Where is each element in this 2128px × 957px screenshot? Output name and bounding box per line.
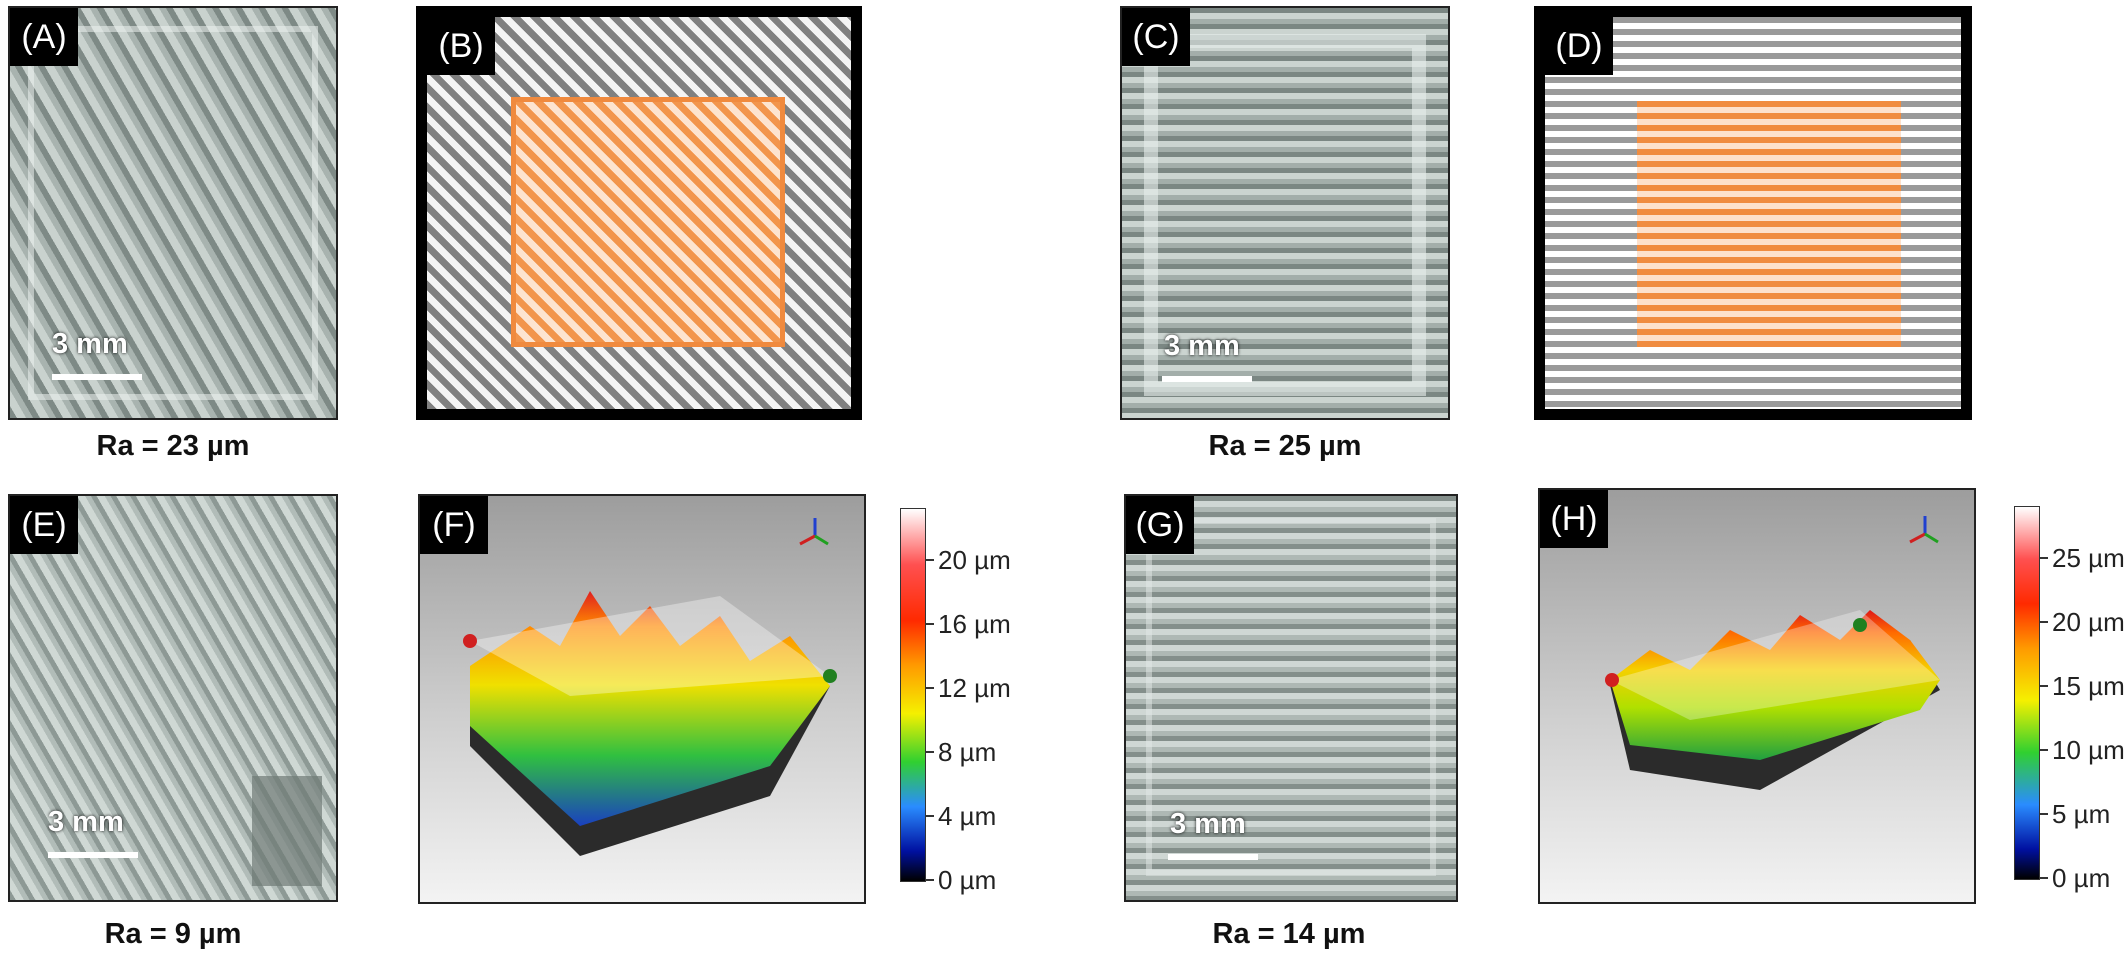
marker-point: [1605, 673, 1619, 687]
colorbar-tick-label: 25 µm: [2052, 543, 2125, 573]
colorbar-tick: [926, 623, 934, 625]
panel-label: (E): [10, 496, 78, 554]
colorbar-tick-label: 15 µm: [2052, 671, 2125, 701]
panel-f-3d-profile: (F): [418, 494, 866, 904]
panel-label: (C): [1122, 8, 1190, 66]
colorbar-tick: [926, 879, 934, 881]
colorbar-tick-label: 16 µm: [938, 609, 1011, 639]
defect-region: [252, 776, 322, 886]
surface-mesh: [470, 591, 830, 826]
colorbar-tick-label: 12 µm: [938, 673, 1011, 703]
colorbar-tick: [2040, 877, 2048, 879]
surface-mesh: [1610, 610, 1940, 760]
inner-region: [1637, 101, 1901, 347]
colorbar-tick: [2040, 813, 2048, 815]
scale-bar: [1168, 854, 1258, 860]
colorbar-tick: [926, 687, 934, 689]
panel-h-3d-profile: (H): [1538, 488, 1976, 904]
panel-label: (F): [420, 496, 488, 554]
colorbar-tick-label: 10 µm: [2052, 735, 2125, 765]
scale-bar-label: 3 mm: [1164, 330, 1240, 362]
colorbar-tick-label: 8 µm: [938, 737, 997, 767]
plane-overlay: [1610, 610, 1940, 720]
roughness-label: Ra = 9 µm: [104, 918, 242, 950]
deposit-border: [1144, 34, 1426, 396]
colorbar-tick: [926, 559, 934, 561]
marker-point: [1853, 618, 1867, 632]
panel-b-schematic: (B): [416, 6, 862, 420]
surface-plot: [463, 518, 837, 856]
panel-label: (B): [427, 17, 495, 75]
surface-plot: [1605, 516, 1940, 790]
colorbar-tick: [2040, 621, 2048, 623]
colorbar: [900, 508, 926, 882]
deposit-border: [1146, 518, 1436, 876]
colorbar-tick: [2040, 749, 2048, 751]
colorbar-tick-label: 0 µm: [2052, 863, 2111, 893]
panel-e-photo: (E) 3 mm: [8, 494, 338, 902]
colorbar-tick-label: 4 µm: [938, 801, 997, 831]
colorbar-tick-label: 20 µm: [938, 545, 1011, 575]
panel-g-photo: (G) 3 mm: [1124, 494, 1458, 902]
roughness-label: Ra = 23 µm: [96, 430, 250, 462]
colorbar-tick-label: 0 µm: [938, 865, 997, 895]
plane-overlay: [470, 596, 830, 696]
panel-label: (A): [10, 8, 78, 66]
panel-label: (H): [1540, 490, 1608, 548]
colorbar-tick: [926, 751, 934, 753]
scale-bar: [52, 374, 142, 380]
marker-point: [823, 669, 837, 683]
roughness-label: Ra = 14 µm: [1212, 918, 1366, 950]
axis-triad-icon: [1909, 516, 1939, 544]
scale-bar-label: 3 mm: [1170, 808, 1246, 840]
colorbar: [2014, 506, 2040, 880]
colorbar-tick: [2040, 557, 2048, 559]
marker-point: [463, 634, 477, 648]
colorbar-tick-label: 5 µm: [2052, 799, 2111, 829]
panel-a-photo: (A) 3 mm: [8, 6, 338, 420]
panel-label: (G): [1126, 496, 1194, 554]
colorbar-tick: [2040, 685, 2048, 687]
scale-bar-label: 3 mm: [48, 806, 124, 838]
roughness-label: Ra = 25 µm: [1208, 430, 1362, 462]
colorbar-tick: [926, 815, 934, 817]
scale-bar: [1162, 376, 1252, 382]
inner-region: [511, 97, 785, 347]
scale-bar-label: 3 mm: [52, 328, 128, 360]
deposit-border: [28, 26, 318, 400]
panel-label: (D): [1545, 17, 1613, 75]
scale-bar: [48, 852, 138, 858]
panel-d-schematic: (D): [1534, 6, 1972, 420]
axis-triad-icon: [799, 518, 829, 546]
panel-c-photo: (C) 3 mm: [1120, 6, 1450, 420]
colorbar-tick-label: 20 µm: [2052, 607, 2125, 637]
